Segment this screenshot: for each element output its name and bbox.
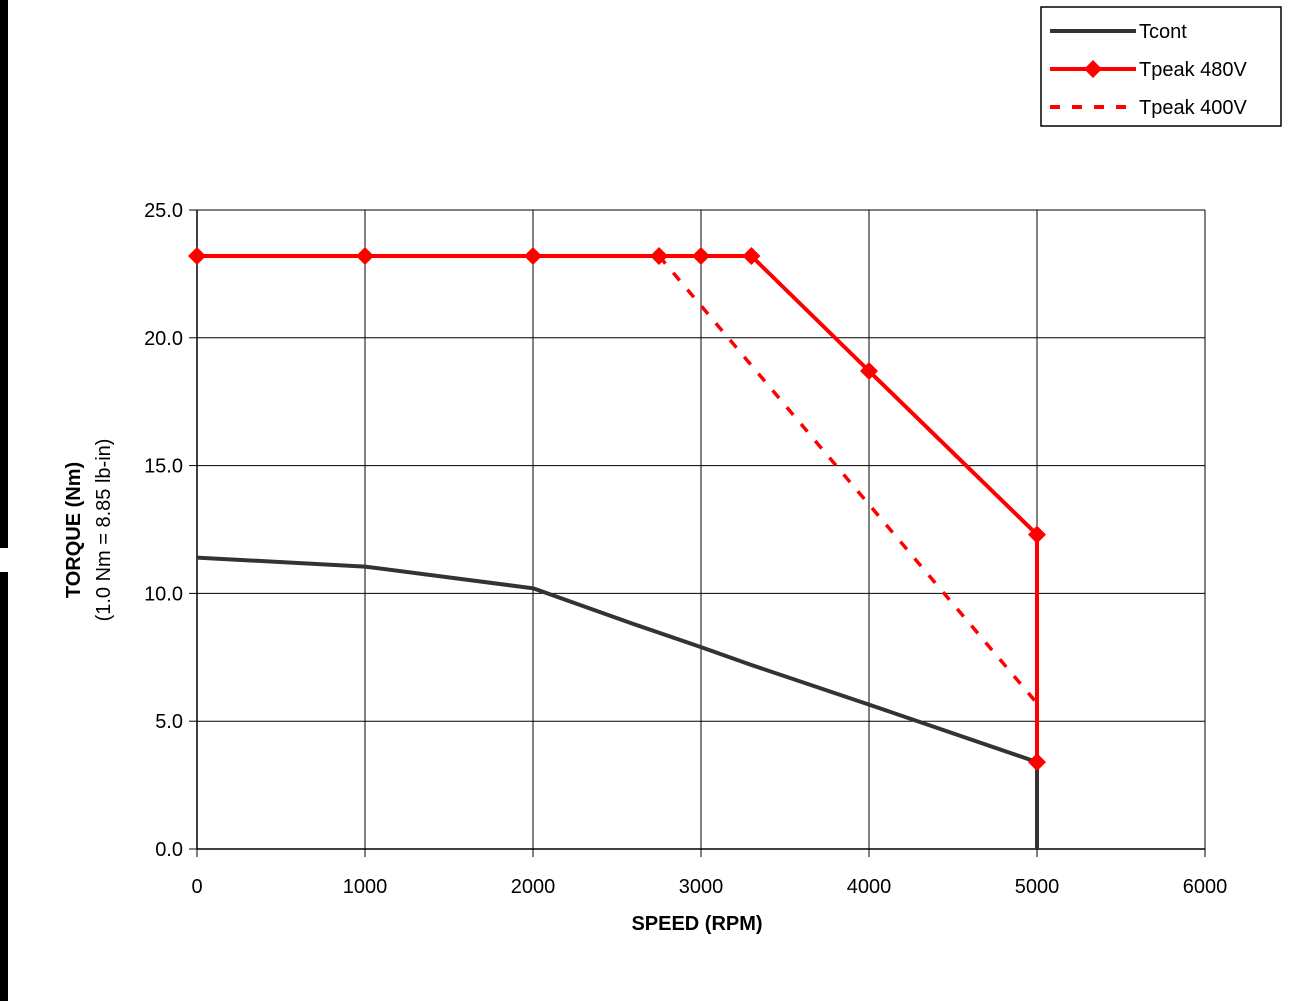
y-axis-title: TORQUE (Nm) xyxy=(63,462,85,598)
legend-label-tpeak-400v: Tpeak 400V xyxy=(1139,97,1248,119)
data-point-tpeak-480v xyxy=(1028,753,1046,772)
y-tick-label: 20.0 xyxy=(144,328,183,350)
x-tick-label: 0 xyxy=(191,876,202,898)
left-edge-bar-bottom xyxy=(0,572,8,1001)
x-tick-label: 3000 xyxy=(679,876,724,898)
y-axis-subtitle: (1.0 Nm = 8.85 lb-in) xyxy=(93,439,115,622)
x-tick-label: 2000 xyxy=(511,876,556,898)
x-tick-label: 5000 xyxy=(1015,876,1060,898)
data-point-tpeak-480v xyxy=(860,362,878,381)
data-point-tpeak-480v xyxy=(650,247,668,266)
x-tick-label: 1000 xyxy=(343,876,388,898)
y-tick-label: 0.0 xyxy=(155,839,183,861)
x-tick-labels: 0 1000 2000 3000 4000 5000 6000 xyxy=(191,876,1227,898)
data-point-tpeak-480v xyxy=(188,247,206,266)
y-tick-label: 5.0 xyxy=(155,711,183,733)
series-group xyxy=(188,247,1046,849)
y-tick-label: 15.0 xyxy=(144,456,183,478)
left-edge-bar-top xyxy=(0,0,8,548)
legend-label-tcont: Tcont xyxy=(1139,21,1187,43)
series-line-tpeak-480v xyxy=(197,254,1039,763)
x-axis-title: SPEED (RPM) xyxy=(631,913,762,935)
data-point-tpeak-480v xyxy=(1028,525,1046,544)
data-point-tpeak-480v xyxy=(356,247,374,266)
series-line-tpeak-400v xyxy=(197,254,1039,705)
series-line-tcont xyxy=(196,555,1039,849)
grid-lines xyxy=(197,209,1206,849)
data-point-tpeak-480v xyxy=(742,247,761,266)
legend: Tcont Tpeak 480V Tpeak 400V xyxy=(1040,6,1282,127)
legend-label-tpeak-480v: Tpeak 480V xyxy=(1139,59,1248,81)
y-tick-label: 25.0 xyxy=(144,200,183,222)
data-point-tpeak-480v xyxy=(692,247,710,266)
x-tick-label: 4000 xyxy=(847,876,892,898)
x-tick-label: 6000 xyxy=(1183,876,1228,898)
data-point-tpeak-480v xyxy=(524,247,542,266)
y-tick-labels: 0.0 5.0 10.0 15.0 20.0 25.0 xyxy=(144,200,183,861)
y-tick-label: 10.0 xyxy=(144,583,183,605)
legend-marker-tpeak-480v xyxy=(1084,60,1102,78)
axes xyxy=(189,209,1206,857)
